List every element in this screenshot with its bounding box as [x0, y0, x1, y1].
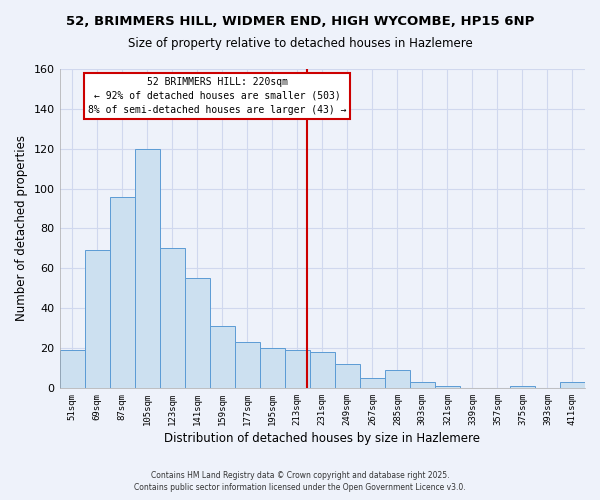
- Bar: [110, 196, 134, 388]
- Bar: [59, 350, 85, 388]
- Bar: [209, 326, 235, 388]
- Text: Contains HM Land Registry data © Crown copyright and database right 2025.
Contai: Contains HM Land Registry data © Crown c…: [134, 471, 466, 492]
- Bar: [235, 342, 260, 388]
- Y-axis label: Number of detached properties: Number of detached properties: [15, 136, 28, 322]
- Bar: [410, 382, 435, 388]
- Text: 52 BRIMMERS HILL: 220sqm
← 92% of detached houses are smaller (503)
8% of semi-d: 52 BRIMMERS HILL: 220sqm ← 92% of detach…: [88, 77, 346, 115]
- Bar: [310, 352, 335, 388]
- Bar: [260, 348, 285, 388]
- X-axis label: Distribution of detached houses by size in Hazlemere: Distribution of detached houses by size …: [164, 432, 480, 445]
- Bar: [85, 250, 110, 388]
- Bar: [560, 382, 585, 388]
- Bar: [185, 278, 209, 388]
- Bar: [160, 248, 185, 388]
- Bar: [360, 378, 385, 388]
- Bar: [335, 364, 360, 388]
- Bar: [435, 386, 460, 388]
- Bar: [510, 386, 535, 388]
- Bar: [285, 350, 310, 388]
- Text: Size of property relative to detached houses in Hazlemere: Size of property relative to detached ho…: [128, 38, 472, 51]
- Bar: [385, 370, 410, 388]
- Text: 52, BRIMMERS HILL, WIDMER END, HIGH WYCOMBE, HP15 6NP: 52, BRIMMERS HILL, WIDMER END, HIGH WYCO…: [66, 15, 534, 28]
- Bar: [134, 148, 160, 388]
